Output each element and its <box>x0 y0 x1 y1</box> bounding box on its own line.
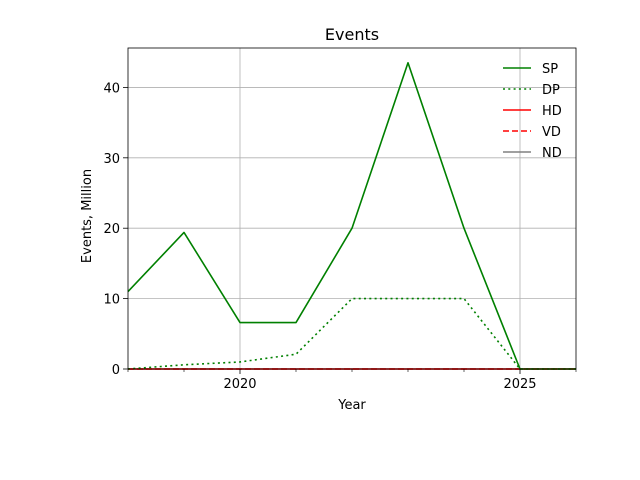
y-tick-label: 40 <box>103 81 120 96</box>
x-tick-label: 2025 <box>503 377 536 392</box>
y-axis-label: Events, Million <box>80 169 95 263</box>
series-line-dp <box>127 297 576 370</box>
chart-title: Events <box>325 25 379 44</box>
axes-layer: 2020 2025 0 10 20 30 40 <box>103 47 577 392</box>
series-line-sp <box>127 61 576 370</box>
legend-label-nd: ND <box>542 146 562 161</box>
y-tick-label: 0 <box>112 363 120 378</box>
y-tick-label: 20 <box>103 222 120 237</box>
y-tick-label: 10 <box>103 293 120 308</box>
legend-label-sp: SP <box>542 62 558 77</box>
x-tick-label: 2020 <box>223 377 256 392</box>
x-axis-label: Year <box>337 398 366 413</box>
y-tick-label: 30 <box>103 152 120 167</box>
legend-label-hd: HD <box>542 104 562 119</box>
legend-label-dp: DP <box>542 83 560 98</box>
legend-label-vd: VD <box>542 125 561 140</box>
legend: SP DP HD VD ND <box>503 62 562 161</box>
